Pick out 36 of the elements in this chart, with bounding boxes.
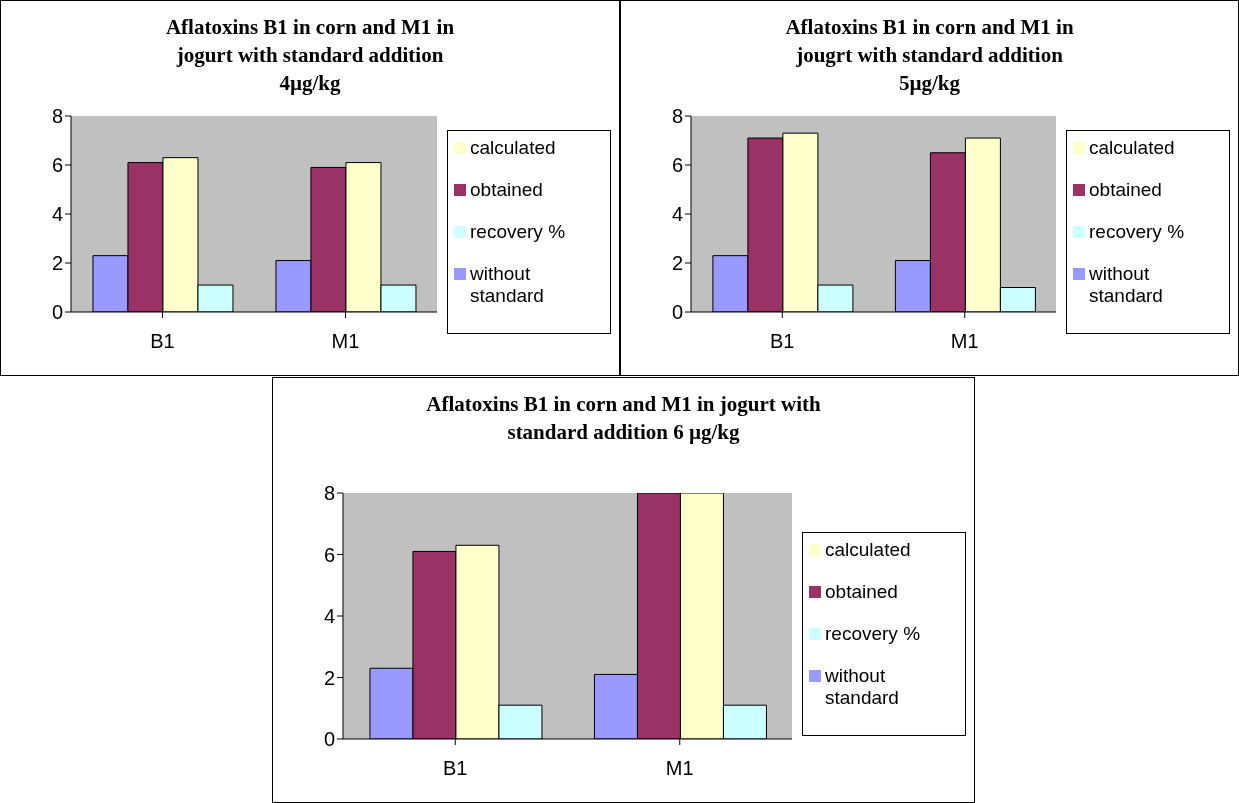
x-tick-label: M1 (950, 330, 979, 353)
legend-label: obtained (470, 178, 544, 201)
y-tick-label: 6 (671, 154, 683, 177)
x-tick-label: B1 (443, 757, 468, 780)
x-tick-label: M1 (665, 757, 694, 780)
y-tick-label: 2 (323, 666, 335, 689)
y-tick-label: 2 (51, 252, 63, 275)
x-tick-label: B1 (770, 330, 795, 353)
legend-label: recovery % (825, 622, 922, 645)
y-tick-label: 6 (51, 154, 63, 177)
legend-label: without standard (1089, 262, 1164, 307)
y-tick-label: 0 (323, 728, 335, 751)
legend-label: without standard (825, 664, 900, 709)
y-tick-label: 0 (51, 301, 63, 324)
legend-label: calculated (825, 538, 912, 561)
legend-label: calculated (1089, 136, 1176, 159)
legend-label: obtained (825, 580, 899, 603)
chart-title: Aflatoxins B1 in corn and M1 in jogurt with standard addition 6 µg/kg (425, 391, 822, 446)
x-tick-label: M1 (331, 330, 360, 353)
y-tick-label: 4 (671, 203, 683, 226)
x-tick-label: B1 (150, 330, 175, 353)
legend-label: obtained (1089, 178, 1163, 201)
y-tick-label: 8 (51, 105, 63, 128)
y-tick-label: 0 (671, 301, 683, 324)
chart-title: Aflatoxins B1 in corn and M1 in jogurt with standard addition 4µg/kg (164, 14, 456, 97)
y-tick-label: 4 (323, 605, 335, 628)
y-tick-label: 2 (671, 252, 683, 275)
chart-title: Aflatoxins B1 in corn and M1 in jougrt with standard addition 5µg/kg (784, 14, 1075, 97)
y-tick-label: 8 (671, 105, 683, 128)
legend-label: calculated (470, 136, 557, 159)
legend-label: recovery % (470, 220, 567, 243)
y-tick-label: 6 (323, 543, 335, 566)
y-tick-label: 8 (323, 482, 335, 505)
y-tick-label: 4 (51, 203, 63, 226)
legend-label: without standard (470, 262, 545, 307)
legend-label: recovery % (1089, 220, 1186, 243)
